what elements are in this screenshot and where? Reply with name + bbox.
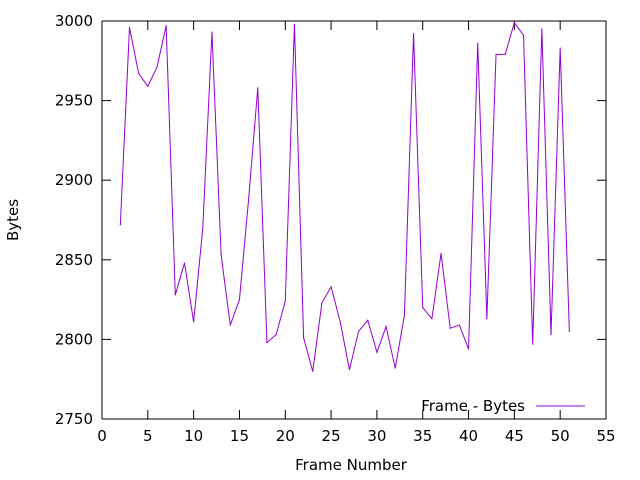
x-tick-label: 0: [97, 427, 107, 445]
x-tick-label: 45: [505, 427, 524, 445]
data-point: [293, 23, 296, 25]
legend: Frame - Bytes: [421, 397, 585, 415]
data-point: [138, 72, 140, 75]
y-tick-label: 2950: [55, 92, 93, 110]
data-point: [431, 318, 433, 320]
data-point: [458, 324, 460, 326]
data-point: [321, 302, 323, 304]
data-point: [504, 53, 506, 56]
data-point: [522, 34, 525, 36]
data-point: [174, 294, 176, 296]
data-point: [193, 321, 195, 323]
data-point: [128, 26, 131, 28]
data-point: [367, 319, 369, 321]
x-tick-label: 40: [459, 427, 478, 445]
x-tick-label: 10: [184, 427, 203, 445]
series-line-frame-bytes: [119, 21, 570, 372]
y-tick-label: 2900: [55, 171, 93, 189]
y-axis: 2750 2800 2850 2900 2950 3000: [55, 12, 606, 428]
x-tick-label: 20: [276, 427, 295, 445]
data-point: [559, 47, 561, 49]
data-point: [211, 31, 213, 33]
data-point: [330, 286, 332, 288]
data-point: [403, 314, 405, 317]
x-tick-label: 25: [322, 427, 341, 445]
y-tick-label: 2850: [55, 251, 93, 269]
data-point: [339, 321, 341, 323]
data-point: [147, 85, 149, 87]
data-point: [284, 300, 286, 302]
data-point: [238, 299, 241, 301]
data-point: [156, 66, 158, 68]
data-point: [532, 343, 534, 345]
x-tick-label: 5: [143, 427, 153, 445]
data-point: [467, 348, 470, 350]
y-tick-label: 2750: [55, 410, 93, 428]
x-tick-label: 55: [596, 427, 615, 445]
y-tick-label: 2800: [55, 330, 93, 348]
y-tick-label: 3000: [55, 12, 93, 30]
data-point: [477, 42, 479, 44]
x-tick-label: 30: [367, 427, 386, 445]
x-axis: 0 5 10 15 20 25 30 35 40 45 50 55: [97, 21, 616, 445]
data-point: [449, 327, 451, 329]
data-point: [513, 21, 515, 24]
x-tick-label: 35: [413, 427, 432, 445]
data-point: [183, 262, 186, 264]
data-point: [495, 53, 497, 56]
data-point: [541, 28, 543, 30]
data-point: [165, 25, 167, 27]
data-point: [312, 370, 314, 372]
data-point: [412, 33, 415, 35]
x-tick-label: 50: [551, 427, 570, 445]
data-point: [266, 341, 268, 344]
data-point: [550, 334, 552, 336]
data-point: [220, 254, 222, 256]
data-point: [422, 306, 424, 309]
data-point: [257, 87, 259, 89]
data-point: [229, 324, 231, 326]
plot-frame: [101, 20, 607, 420]
data-point: [275, 334, 277, 336]
data-point: [357, 330, 360, 333]
data-point: [202, 227, 204, 229]
data-point: [303, 337, 305, 339]
data-point: [440, 252, 442, 255]
y-axis-title: Bytes: [4, 199, 22, 241]
data-point: [376, 351, 378, 353]
x-axis-title: Frame Number: [295, 456, 408, 474]
data-point: [385, 326, 387, 328]
data-point: [248, 198, 250, 200]
x-tick-label: 15: [230, 427, 249, 445]
series-layer: [119, 21, 570, 372]
data-point: [394, 367, 396, 369]
legend-label-frame-bytes: Frame - Bytes: [421, 397, 525, 415]
data-point: [119, 224, 121, 226]
data-point: [348, 369, 351, 371]
data-point: [568, 330, 570, 333]
data-point: [486, 318, 488, 320]
plot-border: [101, 20, 607, 420]
